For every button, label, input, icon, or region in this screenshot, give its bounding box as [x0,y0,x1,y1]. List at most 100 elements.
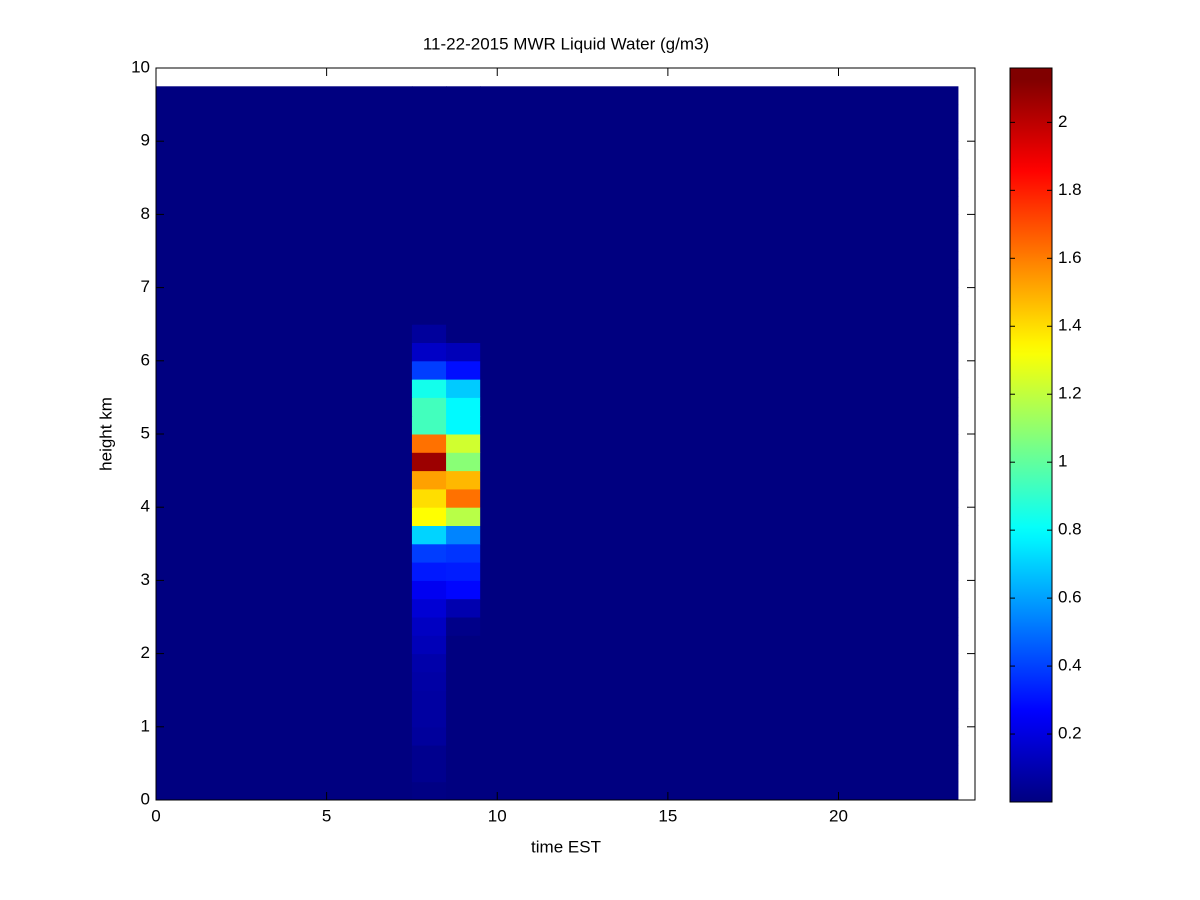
colorbar-tick-label: 2 [1058,112,1067,131]
heatmap-cell [156,671,413,691]
heatmap-cell [446,397,481,417]
heatmap-cell [411,86,447,106]
y-tick-label: 1 [141,716,150,735]
y-tick-label: 8 [141,204,150,223]
heatmap-cell [480,635,959,655]
heatmap-cell [156,598,413,618]
heatmap-cell [480,360,959,380]
heatmap-cell [411,342,447,362]
heatmap-cell [156,305,413,325]
heatmap-cell [446,726,481,746]
heatmap-cell [156,488,413,508]
heatmap-cell [156,159,413,179]
colorbar-tick-label: 0.4 [1058,656,1082,675]
heatmap-cell [411,708,447,728]
heatmap-cell [446,269,481,289]
heatmap-cell [480,305,959,325]
y-tick-label: 0 [141,789,150,808]
heatmap-cell [156,122,413,142]
heatmap-cell [156,635,413,655]
heatmap-cell [411,379,447,398]
heatmap-cell [411,141,447,160]
heatmap-cell [480,488,959,508]
y-tick-label: 4 [141,497,150,516]
heatmap-cell [411,122,447,142]
x-axis-label: time EST [531,837,601,856]
heatmap-cell [480,86,959,106]
heatmap-cell [480,781,959,801]
heatmap-cell [411,196,447,215]
heatmap-cell [411,251,447,270]
heatmap-cell [446,305,481,325]
colorbar-tick-label: 1.4 [1058,316,1082,335]
heatmap-cell [446,745,481,764]
heatmap-cell [156,708,413,728]
heatmap-cell [446,635,481,655]
heatmap-cell [446,617,481,636]
heatmap-cell [411,452,447,472]
heatmap-cell [411,671,447,691]
heatmap-cell [411,726,447,746]
heatmap-cell [480,196,959,215]
heatmap-cell [446,488,481,508]
heatmap-cell [446,598,481,618]
heatmap-cell [411,434,447,453]
heatmap-cell [411,269,447,289]
heatmap-cell [156,507,413,526]
heatmap-cell [480,653,959,673]
colorbar-tick-label: 1.2 [1058,384,1082,403]
heatmap-cell [480,141,959,160]
heatmap-cell [480,287,959,307]
heatmap-cell [156,397,413,417]
heatmap-cell [411,763,447,783]
heatmap-cell [446,580,481,600]
heatmap-cell [446,525,481,545]
heatmap-cell [446,415,481,435]
x-tick-label: 5 [322,806,331,825]
heatmap-cell [480,745,959,764]
y-tick-label: 2 [141,643,150,662]
heatmap-cell [156,196,413,215]
heatmap-cell [480,214,959,234]
heatmap-cell [480,104,959,124]
heatmap-cell [480,342,959,362]
heatmap-cell [156,177,413,197]
heatmap-cell [480,122,959,142]
heatmap-cell [446,324,481,343]
colorbar-tick-label: 1.6 [1058,248,1082,267]
heatmap-cell [411,653,447,673]
heatmap-cell [411,415,447,435]
heatmap-cell [480,690,959,709]
heatmap-cell [446,708,481,728]
heatmap-cell [446,671,481,691]
heatmap-cell [411,159,447,179]
heatmap-cell [480,269,959,289]
heatmap-cell [446,653,481,673]
heatmap-cell [480,507,959,526]
heatmap-cell [411,507,447,526]
colorbar-tick-label: 1.8 [1058,180,1082,199]
heatmap-cell [480,525,959,545]
heatmap-cell [446,690,481,709]
heatmap-cell [156,452,413,472]
heatmap-cell [480,598,959,618]
heatmap-cell [480,708,959,728]
heatmap-cell [446,214,481,234]
heatmap-cell [480,415,959,435]
heatmap-cell [156,745,413,764]
heatmap-cell [446,159,481,179]
heatmap-cell [411,104,447,124]
heatmap-cell [446,287,481,307]
heatmap-cell [156,525,413,545]
colorbar-tick-label: 0.2 [1058,724,1082,743]
heatmap-cell [480,232,959,252]
x-tick-label: 10 [488,806,507,825]
heatmap-cell [480,470,959,490]
heatmap-cell [411,690,447,709]
heatmap-cell [156,232,413,252]
heatmap-cell [156,379,413,398]
y-tick-label: 7 [141,277,150,296]
heatmap-cell [156,726,413,746]
heatmap-cell [480,251,959,270]
heatmap-cell [411,232,447,252]
